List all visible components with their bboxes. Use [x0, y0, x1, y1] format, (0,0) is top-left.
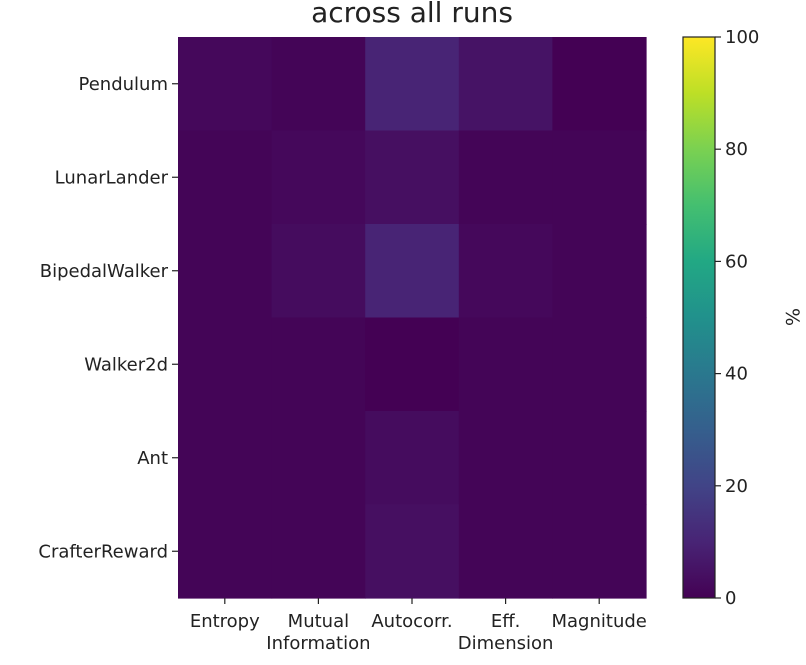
- heatmap-cell: [365, 224, 460, 319]
- colorbar-label: %: [781, 308, 803, 326]
- heatmap-cell: [365, 504, 460, 599]
- heatmap-cell: [271, 130, 366, 225]
- colorbar-tick-label: 0: [725, 588, 736, 609]
- heatmap-cell: [458, 37, 553, 132]
- y-tick-label: LunarLander: [55, 167, 169, 188]
- colorbar-gradient: [683, 37, 715, 598]
- heatmap-cell: [271, 37, 366, 132]
- x-tick-label: Eff.: [491, 611, 521, 632]
- heatmap-cell: [271, 317, 366, 412]
- x-tick-label: Autocorr.: [371, 611, 452, 632]
- y-tick-label: Pendulum: [79, 74, 168, 95]
- row-labels: Pendulum LunarLander BipedalWalker Walker2d…: [38, 74, 178, 562]
- heatmap-cell: [552, 317, 647, 412]
- heatmap-cells: [178, 37, 647, 599]
- heatmap-cell: [178, 224, 273, 319]
- colorbar: 0 20 40 60 80 100 %: [682, 27, 803, 609]
- colorbar-tick-label: 60: [725, 251, 748, 272]
- colorbar-tick-label: 20: [725, 476, 748, 497]
- heatmap-cell: [271, 411, 366, 506]
- colorbar-border: [682, 36, 716, 599]
- heatmap-cell: [271, 504, 366, 599]
- x-tick-label: Magnitude: [552, 611, 647, 632]
- heatmap-cell: [178, 504, 273, 599]
- heatmap-cell: [552, 411, 647, 506]
- heatmap-cell: [365, 37, 460, 132]
- heatmap-cell: [552, 130, 647, 225]
- x-tick-label: Dimension: [458, 633, 554, 654]
- y-tick-label: Walker2d: [84, 354, 168, 375]
- colorbar-tick-label: 80: [725, 139, 748, 160]
- heatmap-cell: [178, 317, 273, 412]
- heatmap-cell: [178, 411, 273, 506]
- heatmap-cell: [178, 37, 273, 132]
- heatmap-cell: [552, 224, 647, 319]
- heatmap-cell: [365, 130, 460, 225]
- y-tick-label: Ant: [137, 448, 168, 469]
- chart-title: across all runs: [311, 0, 513, 29]
- heatmap-cell: [365, 317, 460, 412]
- heatmap-cell: [458, 317, 553, 412]
- colorbar-tick-label: 100: [725, 27, 759, 48]
- heatmap-cell: [365, 411, 460, 506]
- heatmap-cell: [178, 130, 273, 225]
- heatmap-cell: [458, 411, 553, 506]
- heatmap-cell: [552, 504, 647, 599]
- x-tick-label: Mutual: [288, 611, 349, 632]
- heatmap-cell: [458, 130, 553, 225]
- heatmap-cell: [458, 224, 553, 319]
- heatmap-cell: [271, 224, 366, 319]
- y-tick-label: CrafterReward: [38, 541, 168, 562]
- colorbar-ticks: 0 20 40 60 80 100: [715, 27, 759, 609]
- heatmap-cell: [552, 37, 647, 132]
- y-tick-label: BipedalWalker: [40, 261, 169, 282]
- heatmap-cell: [458, 504, 553, 599]
- x-tick-label: Entropy: [190, 611, 260, 632]
- x-tick-label: Information: [266, 633, 370, 654]
- colorbar-tick-label: 40: [725, 364, 748, 385]
